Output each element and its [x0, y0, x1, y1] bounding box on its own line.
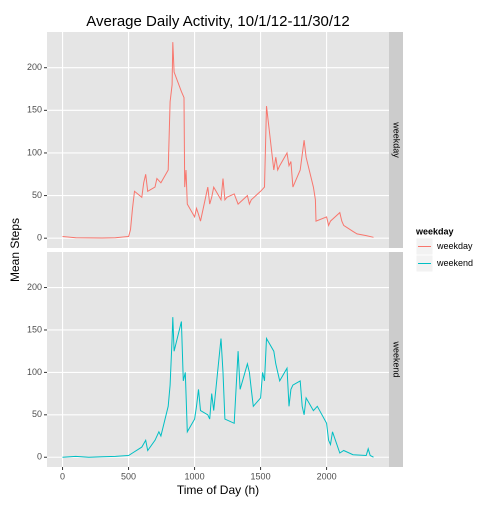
chart-title: Average Daily Activity, 10/1/12-11/30/12: [86, 13, 350, 30]
facet-strip: [389, 32, 403, 248]
x-tick-label: 2000: [317, 471, 337, 481]
facet-label: weekday: [392, 121, 402, 158]
panel-background: [47, 252, 389, 467]
y-axis-label: Mean Steps: [8, 218, 22, 282]
y-tick-label: 200: [27, 62, 42, 72]
facet-strip: [389, 252, 403, 467]
x-axis-label: Time of Day (h): [177, 483, 259, 497]
legend-label: weekend: [436, 258, 473, 268]
y-tick-label: 50: [32, 190, 42, 200]
x-tick-label: 0: [60, 471, 65, 481]
legend-title: weekday: [415, 226, 454, 236]
legend-label: weekday: [436, 241, 473, 251]
y-tick-label: 150: [27, 324, 42, 334]
line: [62, 317, 374, 458]
panel-background: [47, 32, 389, 248]
y-tick-label: 0: [37, 233, 42, 243]
y-tick-label: 0: [37, 452, 42, 462]
y-tick-label: 200: [27, 282, 42, 292]
y-tick-label: 50: [32, 409, 42, 419]
x-tick-label: 1000: [185, 471, 205, 481]
y-tick-label: 150: [27, 105, 42, 115]
line: [62, 42, 374, 239]
y-tick-label: 100: [27, 367, 42, 377]
facet-label: weekend: [392, 340, 402, 377]
x-tick-label: 1500: [251, 471, 271, 481]
y-tick-label: 100: [27, 147, 42, 157]
x-tick-label: 500: [121, 471, 136, 481]
